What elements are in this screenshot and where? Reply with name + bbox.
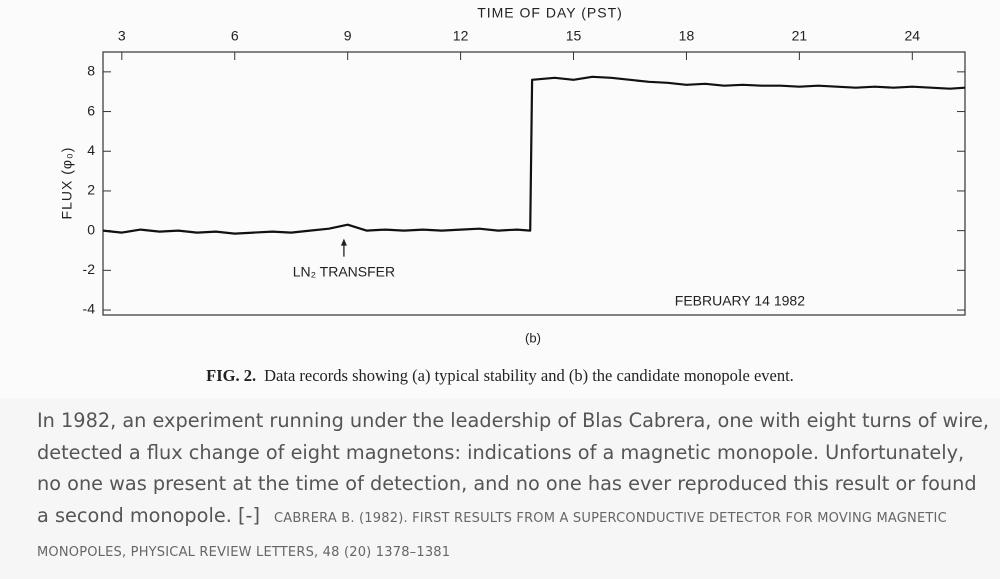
y-tick-label: 0 <box>87 221 95 237</box>
annotation: LN₂ TRANSFER <box>293 263 395 279</box>
y-tick-label: 2 <box>87 182 95 198</box>
annotation: FEBRUARY 14 1982 <box>675 293 805 309</box>
x-tick-label: 12 <box>453 28 469 44</box>
paragraph-text: In 1982, an experiment running under the… <box>37 409 990 527</box>
caption-label: FIG. 2. <box>206 366 256 385</box>
x-axis-label: TIME OF DAY (PST) <box>477 5 623 21</box>
plot-frame <box>102 51 966 316</box>
y-tick-label: -4 <box>83 301 96 317</box>
y-tick-label: 8 <box>87 63 95 79</box>
x-tick-label: 18 <box>679 28 695 44</box>
chart: TIME OF DAY (PST) FLUX (φ₀) (b) FIG. 2. D… <box>59 5 966 385</box>
citation: Cabrera B. (1982). First Results from a … <box>37 510 947 561</box>
x-tick-label: 3 <box>118 28 126 44</box>
y-tick-label: 6 <box>87 102 95 118</box>
x-tick-label: 21 <box>792 28 808 44</box>
caption: FIG. 2. Data records showing (a) typical … <box>206 366 794 385</box>
y-tick-label: 4 <box>87 142 95 158</box>
x-tick-label: 6 <box>231 28 239 44</box>
caption-text: Data records showing (a) typical stabili… <box>264 366 794 385</box>
toggle[interactable]: [-] <box>237 503 260 527</box>
y-tick-label: -2 <box>83 261 96 277</box>
figure: TIME OF DAY (PST) FLUX (φ₀) (b) FIG. 2. D… <box>58 4 966 385</box>
article-paragraph: In 1982, an experiment running under the… <box>37 405 992 569</box>
x-tick-label: 9 <box>344 28 352 44</box>
data-line <box>102 75 966 235</box>
annotation-arrowhead <box>340 238 347 246</box>
y-axis-label: FLUX (φ₀) <box>59 147 75 220</box>
x-tick-label: 24 <box>905 28 921 44</box>
panel-label: (b) <box>525 330 541 345</box>
x-tick-label: 15 <box>566 28 582 44</box>
